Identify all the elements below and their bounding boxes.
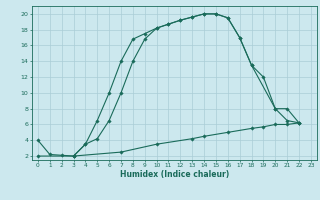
X-axis label: Humidex (Indice chaleur): Humidex (Indice chaleur) xyxy=(120,170,229,179)
